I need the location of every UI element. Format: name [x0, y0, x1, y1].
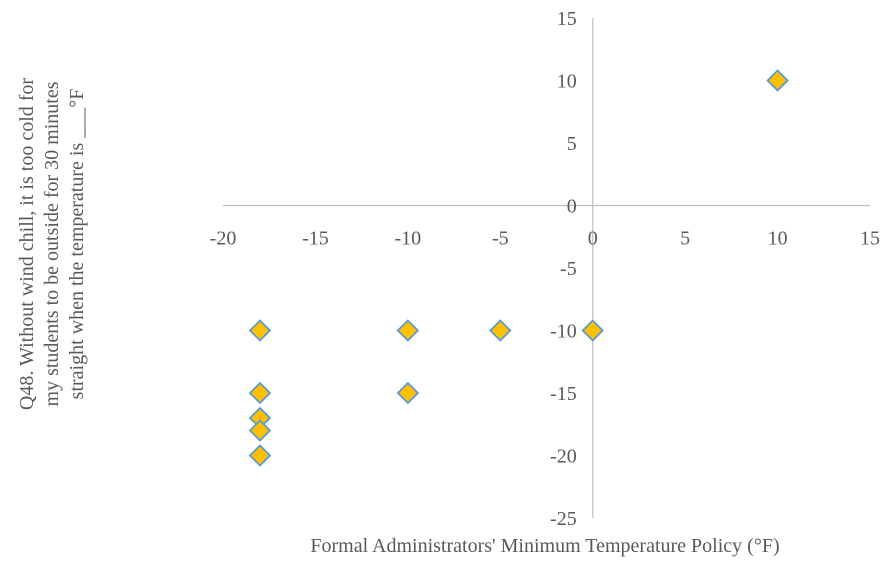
- y-tick-label: -15: [550, 383, 577, 405]
- y-tick-label: -25: [550, 508, 577, 530]
- y-tick-labels: -25 -20 -15 -10 -5 0 5 10 15: [550, 8, 577, 530]
- y-tick-label: 15: [557, 8, 577, 30]
- x-tick-label: -10: [395, 228, 422, 250]
- x-tick-label: 15: [860, 228, 880, 250]
- y-tick-label: -5: [560, 258, 577, 280]
- axes: [223, 18, 870, 518]
- x-tick-label: -5: [492, 228, 509, 250]
- data-point-marker: [248, 319, 272, 342]
- y-axis-title-line-1: Q48. Without wind chill, it is too cold …: [16, 78, 38, 410]
- x-axis-title: Formal Administrators' Minimum Temperatu…: [310, 535, 779, 557]
- data-point-marker: [396, 319, 420, 342]
- data-point-marker: [248, 419, 272, 442]
- data-point-marker: [396, 381, 420, 405]
- data-point-marker: [248, 444, 272, 467]
- data-point-marker: [489, 319, 512, 342]
- y-tick-label: -10: [550, 321, 577, 343]
- y-tick-label: 0: [567, 196, 577, 218]
- data-points: [248, 69, 789, 467]
- x-tick-label: -20: [210, 228, 237, 250]
- data-point-marker: [581, 319, 604, 342]
- y-tick-label: -20: [550, 446, 577, 468]
- x-tick-labels: -20 -15 -10 -5 0 5 10 15: [210, 228, 880, 250]
- x-tick-label: 0: [588, 228, 598, 250]
- y-axis-title: Q48. Without wind chill, it is too cold …: [16, 78, 88, 410]
- data-point-marker: [248, 381, 272, 405]
- y-tick-label: 10: [557, 71, 577, 93]
- y-axis-title-line-3: straight when the temperature is ___°F: [66, 89, 88, 400]
- y-tick-label: 5: [567, 133, 577, 155]
- x-tick-label: 10: [768, 228, 788, 250]
- data-point-marker: [766, 69, 789, 92]
- y-axis-title-line-2: my students to be outside for 30 minutes: [41, 81, 63, 406]
- x-tick-label: -15: [302, 228, 329, 250]
- x-tick-label: 5: [680, 228, 690, 250]
